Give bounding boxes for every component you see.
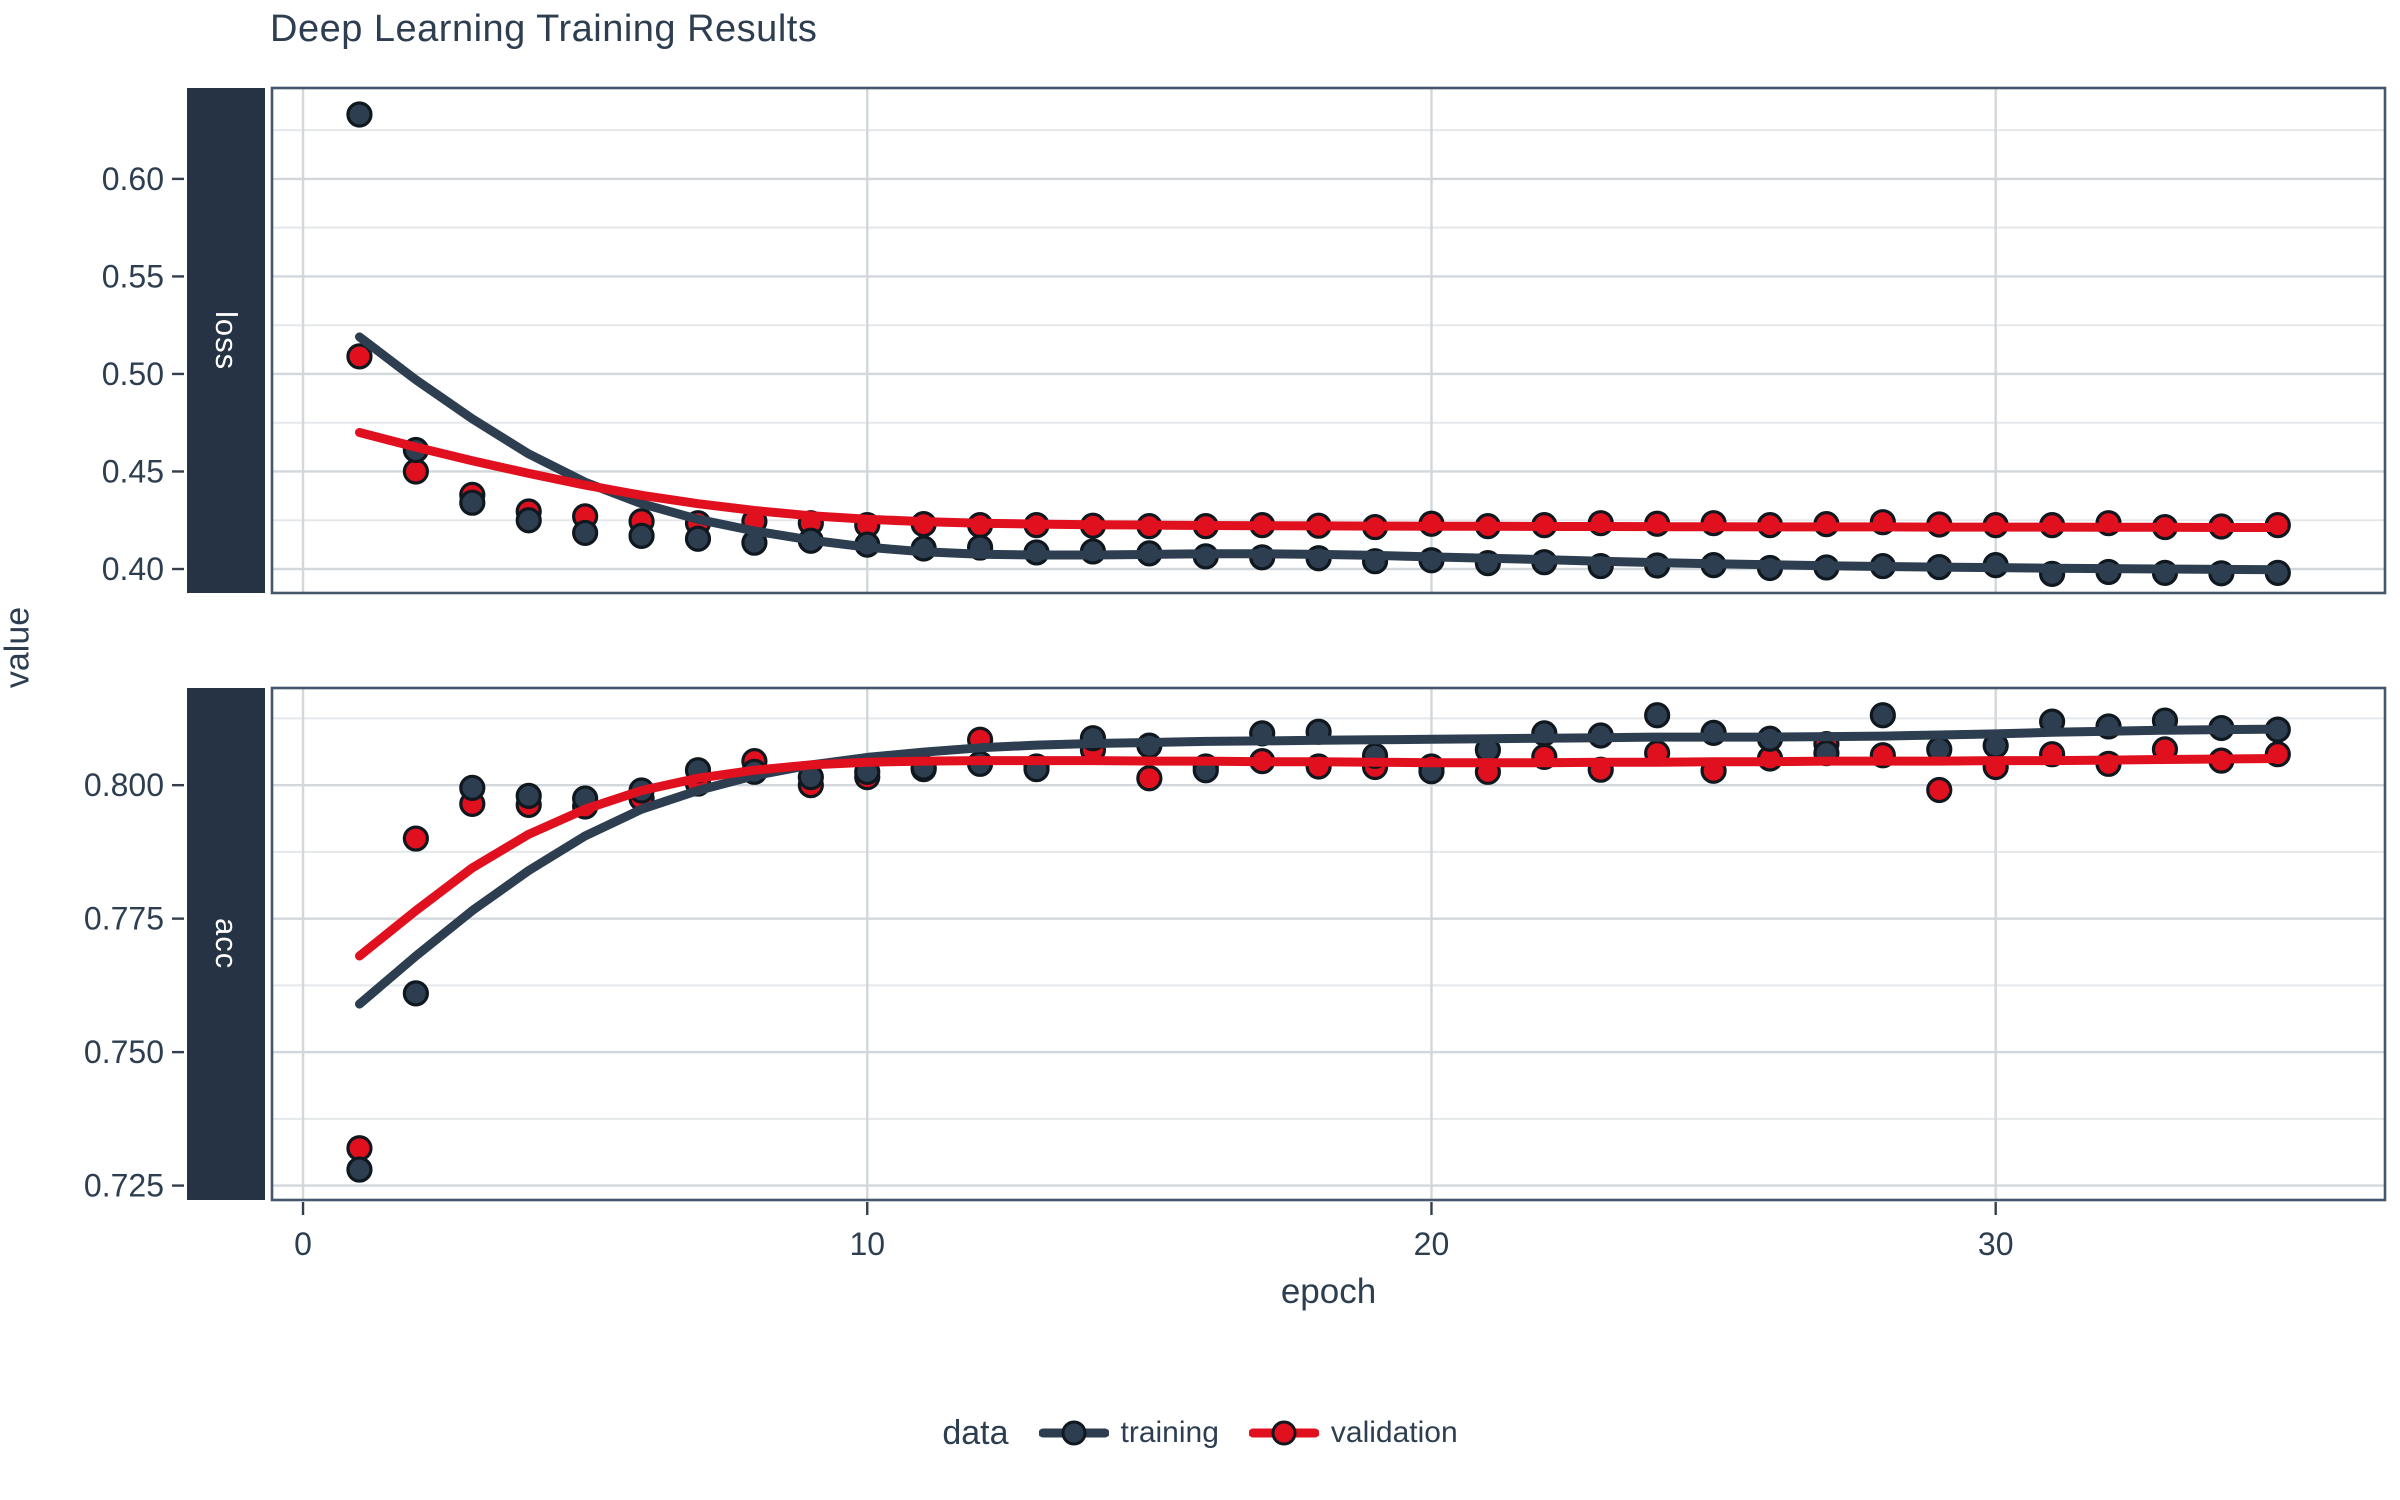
smooth-line-training [355, 332, 2283, 575]
y-tick-label: 0.45 [102, 453, 164, 489]
data-point-training [1869, 702, 1896, 729]
legend-key-point [1061, 1420, 1086, 1446]
x-tick-label: 0 [294, 1226, 312, 1262]
y-tick-label: 0.55 [102, 258, 164, 294]
y-tick-label: 0.50 [102, 356, 164, 392]
legend: data training validation [0, 1398, 2400, 1468]
data-point-training [402, 980, 429, 1007]
smooth-line-validation [355, 428, 2283, 532]
facet-panel-loss: 0.40 0.45 0.50 0.55 0.60 [102, 86, 2387, 595]
data-point-training [572, 519, 599, 547]
smooth-line-validation [355, 754, 2283, 961]
x-tick-label: 20 [1414, 1226, 1450, 1262]
y-tick-label: 0.60 [102, 161, 164, 197]
chart-title: Deep Learning Training Results [270, 8, 818, 50]
data-point-training [459, 774, 486, 801]
legend-item-validation: validation [1248, 1416, 1458, 1450]
y-tick-label: 0.725 [84, 1168, 164, 1204]
data-point-training [459, 489, 486, 516]
y-tick-label: 0.40 [102, 551, 164, 587]
legend-item-validation-label: validation [1330, 1416, 1458, 1449]
data-point-training [684, 525, 712, 552]
x-tick-label: 10 [849, 1226, 885, 1262]
panel-border [270, 686, 2387, 1202]
facet-strip-loss: loss [187, 88, 265, 593]
facet-strip-loss-label: loss [209, 310, 244, 371]
legend-item-training: training [1038, 1416, 1219, 1450]
data-point-validation [346, 343, 373, 370]
legend-key-point [1271, 1420, 1297, 1446]
data-point-training [346, 101, 373, 128]
y-tick-label: 0.800 [84, 767, 164, 803]
legend-key-validation-icon [1248, 1420, 1319, 1446]
data-point-validation [402, 458, 429, 485]
panel-border [270, 86, 2387, 595]
facet-strip-acc: acc [187, 688, 265, 1200]
data-point-training [515, 782, 542, 809]
x-tick-label: 30 [1978, 1226, 2014, 1262]
data-point-training [515, 507, 542, 534]
facet-strip-acc-label: acc [209, 918, 244, 970]
data-point-validation [1926, 776, 1953, 804]
data-point-training [628, 522, 655, 549]
smooth-line-training [355, 724, 2283, 1009]
legend-item-training-label: training [1120, 1416, 1219, 1449]
data-point-validation [346, 1135, 373, 1162]
data-point-validation [1136, 765, 1163, 792]
facet-panel-acc: 0.725 0.750 0.775 0.800 0 10 20 30 [84, 686, 2387, 1262]
y-tick-label: 0.775 [84, 901, 164, 937]
legend-key-training-icon [1038, 1420, 1109, 1446]
data-point-training [1644, 702, 1671, 729]
data-point-training [346, 1156, 373, 1183]
data-point-validation [402, 825, 429, 852]
legend-title: data [942, 1413, 1009, 1452]
y-tick-label: 0.750 [84, 1034, 164, 1070]
x-axis-title: epoch [1280, 1272, 1377, 1311]
